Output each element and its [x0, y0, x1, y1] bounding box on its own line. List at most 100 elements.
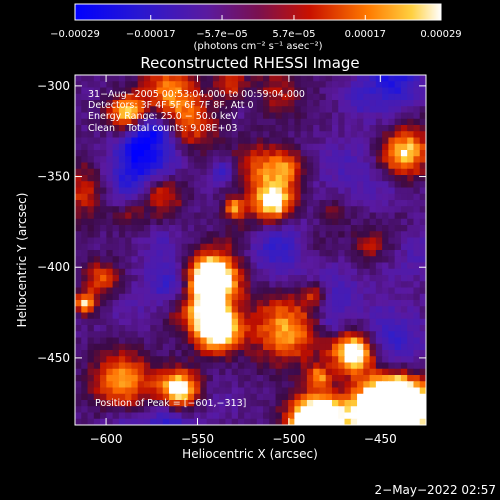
heatmap-cell [300, 243, 308, 251]
heatmap-cell [150, 181, 158, 189]
heatmap-cell [363, 125, 371, 132]
heatmap-cell [81, 268, 89, 276]
heatmap-cell [275, 112, 283, 120]
heatmap-cell [237, 106, 245, 114]
heatmap-cell [187, 262, 195, 270]
heatmap-cell [250, 81, 258, 89]
heatmap-cell [294, 225, 302, 232]
heatmap-cell [81, 100, 89, 107]
heatmap-cell [169, 162, 176, 170]
heatmap-cell [331, 375, 339, 382]
heatmap-cell [137, 325, 145, 332]
heatmap-cell [93, 106, 101, 114]
heatmap-cell [143, 337, 151, 345]
heatmap-cell [375, 262, 383, 270]
heatmap-cell [143, 268, 151, 276]
heatmap-cell [407, 418, 415, 425]
heatmap-cell [225, 281, 233, 289]
heatmap-cell [162, 406, 170, 414]
heatmap-cell [269, 393, 277, 401]
heatmap-cell [338, 281, 346, 289]
heatmap-cell [313, 256, 321, 264]
heatmap-cell [194, 300, 201, 307]
heatmap-cell [382, 237, 389, 245]
heatmap-cell [256, 400, 264, 407]
heatmap-cell [181, 387, 189, 395]
heatmap-cell [369, 193, 377, 201]
heatmap-cell [281, 256, 289, 264]
heatmap-cell [263, 312, 270, 320]
heatmap-cell [331, 237, 339, 245]
heatmap-cell [306, 100, 314, 107]
heatmap-cell [175, 93, 183, 101]
heatmap-cell [237, 393, 245, 401]
heatmap-cell [294, 406, 302, 414]
heatmap-cell [281, 281, 289, 289]
heatmap-cell [413, 262, 421, 270]
heatmap-cell [225, 418, 233, 425]
heatmap-cell [162, 293, 170, 301]
heatmap-cell [375, 150, 383, 157]
heatmap-cell [369, 106, 377, 114]
heatmap-cell [150, 300, 158, 307]
heatmap-cell [400, 268, 408, 276]
heatmap-cell [250, 287, 258, 295]
heatmap-cell [150, 343, 158, 351]
heatmap-cell [275, 337, 283, 345]
heatmap-cell [275, 375, 283, 382]
heatmap-cell [75, 375, 82, 382]
heatmap-cell [93, 412, 101, 420]
heatmap-cell [350, 331, 358, 339]
heatmap-cell [100, 300, 107, 307]
heatmap-cell [269, 293, 277, 301]
heatmap-cell [382, 300, 389, 307]
heatmap-cell [106, 193, 114, 201]
heatmap-cell [294, 275, 302, 282]
heatmap-cell [81, 275, 89, 282]
heatmap-cell [281, 331, 289, 339]
heatmap-cell [212, 275, 220, 282]
heatmap-cell [394, 181, 402, 189]
heatmap-cell [394, 318, 402, 326]
heatmap-cell [93, 350, 101, 357]
heatmap-cell [81, 343, 89, 351]
heatmap-cell [143, 300, 151, 307]
heatmap-cell [319, 293, 327, 301]
heatmap-cell [212, 262, 220, 270]
heatmap-cell [75, 381, 82, 389]
heatmap-cell [106, 150, 114, 157]
heatmap-cell [388, 100, 396, 107]
heatmap-cell [382, 356, 389, 364]
heatmap-cell [344, 381, 352, 389]
heatmap-cell [169, 200, 176, 207]
heatmap-cell [137, 212, 145, 220]
heatmap-cell [162, 306, 170, 314]
heatmap-cell [219, 225, 227, 232]
heatmap-cell [156, 150, 164, 157]
heatmap-cell [288, 381, 295, 389]
heatmap-cell [338, 187, 346, 195]
heatmap-cell [244, 375, 252, 382]
heatmap-cell [143, 362, 151, 370]
heatmap-cell [150, 118, 158, 126]
heatmap-cell [125, 175, 133, 182]
heatmap-cell [100, 325, 107, 332]
heatmap-cell [118, 137, 126, 145]
heatmap-cell [244, 300, 252, 307]
heatmap-cell [382, 87, 389, 95]
heatmap-cell [256, 362, 264, 370]
heatmap-cell [231, 375, 239, 382]
heatmap-cell [244, 125, 252, 132]
heatmap-cell [250, 418, 258, 425]
heatmap-cell [281, 275, 289, 282]
heatmap-cell [369, 343, 377, 351]
heatmap-cell [419, 306, 426, 314]
heatmap-cell [419, 231, 426, 239]
heatmap-cell [212, 231, 220, 239]
heatmap-cell [106, 243, 114, 251]
heatmap-cell [112, 93, 120, 101]
heatmap-cell [281, 100, 289, 107]
heatmap-cell [81, 218, 89, 226]
heatmap-cell [100, 275, 107, 282]
heatmap-cell [137, 337, 145, 345]
